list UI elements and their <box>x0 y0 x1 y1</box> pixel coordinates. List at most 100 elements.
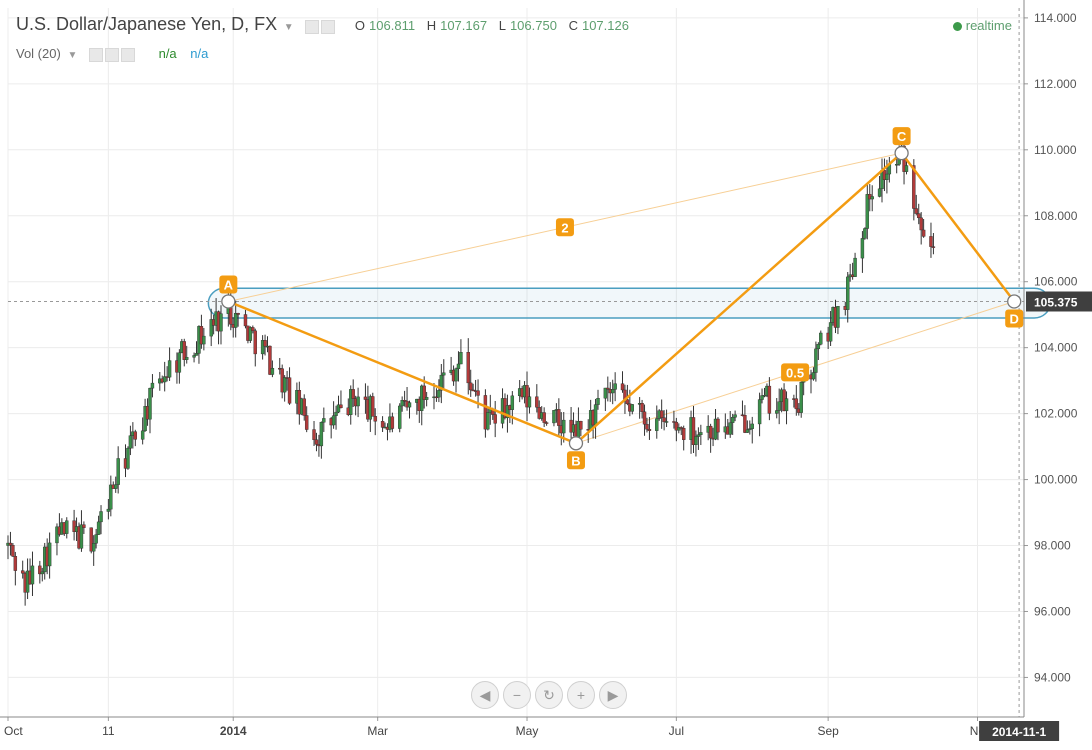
y-tick-label: 102.000 <box>1034 407 1078 421</box>
candle-body <box>811 372 816 380</box>
eye-icon[interactable] <box>88 47 103 62</box>
candle-body <box>750 423 754 429</box>
candle-body <box>202 335 206 345</box>
candle-body <box>334 411 338 416</box>
candle-body <box>814 348 818 373</box>
candle-body <box>486 412 490 430</box>
candle-body <box>696 434 701 437</box>
candle-body <box>312 429 316 440</box>
volume-legend: Vol (20) ▼ n/a n/a <box>16 46 208 62</box>
y-tick-label: 114.000 <box>1034 11 1077 25</box>
y-tick-label: 106.000 <box>1034 275 1078 289</box>
candle-body <box>456 363 461 369</box>
candle-body <box>603 387 608 399</box>
candle-body <box>828 322 833 342</box>
candle-body <box>716 418 720 433</box>
ratio-label-bd: 0.5 <box>786 365 804 380</box>
candle-body <box>268 345 272 375</box>
chevron-down-icon[interactable]: ▼ <box>67 50 78 61</box>
ratio-label-bd-badge <box>781 363 810 382</box>
ohlc-values: O 106.811 H 107.167 L 106.750 C 107.126 <box>354 18 629 33</box>
candle-body <box>860 238 865 259</box>
candle-body <box>853 257 857 277</box>
candle-body <box>331 415 336 426</box>
zoom-out-button[interactable]: − <box>503 681 531 709</box>
candle-body <box>777 401 781 411</box>
current-price-label: 105.375 <box>1034 295 1078 309</box>
candle-body <box>647 429 652 431</box>
pattern-leg <box>227 300 577 445</box>
y-tick-label: 108.000 <box>1034 209 1078 223</box>
candle-body <box>402 400 407 402</box>
symbol-title[interactable]: U.S. Dollar/Japanese Yen, D, FX <box>16 14 278 34</box>
candle-body <box>931 246 936 248</box>
candle-body <box>109 484 113 510</box>
y-tick-label: 104.000 <box>1034 341 1078 355</box>
candle-body <box>11 545 15 557</box>
candle-body <box>794 398 799 410</box>
candle-body <box>162 376 167 383</box>
candle-body <box>757 399 762 425</box>
gear-icon[interactable] <box>321 19 336 34</box>
candle-body <box>748 428 752 431</box>
scroll-left-button[interactable]: ◀ <box>471 681 499 709</box>
candle-body <box>535 396 539 408</box>
reset-view-button[interactable]: ↻ <box>535 681 563 709</box>
zoom-in-button[interactable]: + <box>567 681 595 709</box>
close-icon[interactable] <box>120 47 135 62</box>
candle-body <box>8 542 13 546</box>
pattern-leg <box>575 152 903 445</box>
candle-body <box>219 313 223 332</box>
candle-body <box>126 447 130 469</box>
pattern-point-d <box>1007 294 1022 309</box>
candle-body <box>248 327 253 341</box>
candle-body <box>816 344 821 350</box>
candle-body <box>91 543 96 552</box>
candle-body <box>351 389 355 399</box>
candle-body <box>917 213 921 219</box>
pattern-point-a <box>221 294 236 309</box>
low-value: 106.750 <box>509 18 557 33</box>
candle-body <box>373 416 377 422</box>
candle-body <box>733 414 737 418</box>
volume-value-2: n/a <box>190 46 209 61</box>
volume-label[interactable]: Vol (20) <box>16 46 61 61</box>
candle-body <box>784 398 789 412</box>
x-tick-label: Sep <box>817 724 839 738</box>
candle-body <box>552 410 556 424</box>
candle-body <box>304 415 309 430</box>
candle-body <box>642 411 647 425</box>
candle-body <box>674 421 679 431</box>
candle-body <box>65 520 69 534</box>
candle-body <box>422 385 426 400</box>
candle-body <box>79 524 84 549</box>
candle-body <box>645 423 649 430</box>
chevron-down-icon[interactable]: ▼ <box>283 22 294 33</box>
scroll-right-button[interactable]: ▶ <box>599 681 627 709</box>
candle-body <box>336 404 341 413</box>
candle-body <box>904 165 909 172</box>
close-value: 107.126 <box>581 18 629 33</box>
candle-body <box>89 527 93 552</box>
point-label-b-badge <box>566 451 585 470</box>
candle-body <box>593 404 598 426</box>
candle-body <box>459 352 463 365</box>
x-tick-label: 2014 <box>220 724 247 738</box>
candle-body <box>322 418 326 423</box>
candle-body <box>662 417 666 423</box>
candle-body <box>99 511 103 523</box>
candle-body <box>863 228 867 239</box>
gear-icon[interactable] <box>104 47 119 62</box>
price-label-bg <box>1026 291 1092 312</box>
candle-body <box>55 526 59 544</box>
y-tick-label: 96.000 <box>1034 604 1071 618</box>
candle-body <box>762 395 767 397</box>
candle-body <box>442 372 446 376</box>
pattern-point-c <box>894 145 909 161</box>
candle-body <box>745 429 750 433</box>
point-label-d-badge <box>1005 309 1024 328</box>
candle-body <box>870 196 874 200</box>
candle-body <box>562 419 566 434</box>
eye-icon[interactable] <box>305 19 320 34</box>
